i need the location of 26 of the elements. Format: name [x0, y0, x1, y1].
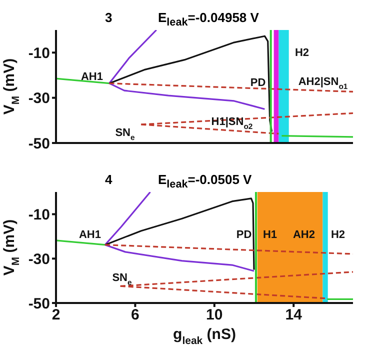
x-tick-label: 10: [206, 306, 223, 324]
y-tick-label: -10: [28, 44, 50, 62]
y-tick-label: -30: [28, 250, 50, 268]
y-tick-label: -50: [28, 295, 50, 312]
x-tick-label: 6: [131, 306, 140, 324]
annotation: H2: [294, 46, 310, 59]
annotation: SN$_{e}$: [112, 272, 132, 287]
annotation: PD: [250, 76, 266, 89]
y-tick-label: -10: [28, 206, 50, 224]
annotation: H2: [330, 228, 346, 241]
y-tick-label: -30: [28, 90, 50, 108]
annotation: AH1: [78, 228, 102, 241]
annotation: H1: [262, 228, 278, 241]
annotation: AH2: [292, 228, 316, 241]
annotation: AH1: [80, 70, 104, 83]
chart-title: 3: [105, 10, 112, 25]
x-tick-label: 14: [285, 306, 303, 324]
annotation: PD: [236, 228, 252, 241]
annotation: SN$_{e}$: [115, 126, 136, 142]
annotation: AH2|SN$_{o1}$: [298, 76, 348, 91]
chart-subtitle: E$_{leak}$=-0.04958 V: [158, 10, 259, 29]
chart-title: 4: [105, 172, 112, 187]
x-axis-title: g$_{leak}$ (nS): [173, 326, 236, 347]
y-tick-label: -50: [28, 135, 50, 152]
x-tick-label: 2: [52, 306, 60, 324]
chart-subtitle: E$_{leak}$=-0.0505 V: [158, 172, 252, 191]
